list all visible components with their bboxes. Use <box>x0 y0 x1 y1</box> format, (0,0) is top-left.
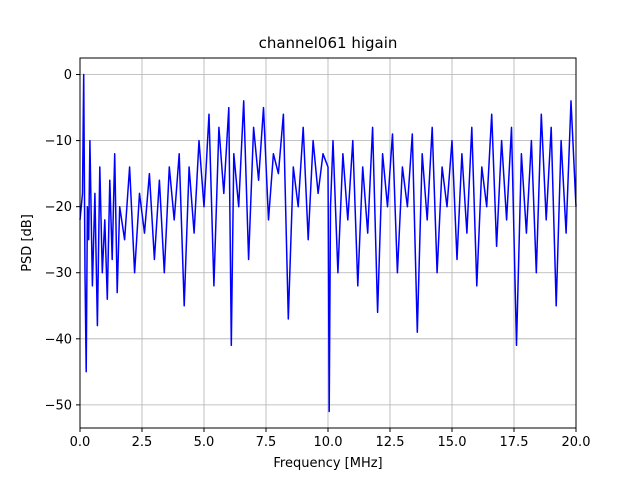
y-tick-label: −50 <box>45 398 72 413</box>
x-tick-label: 20.0 <box>562 435 591 450</box>
y-tick-label: 0 <box>64 68 72 83</box>
y-tick-label: −20 <box>45 200 72 215</box>
y-ticks: 0 −10 −20 −30 −40 −50 <box>45 68 80 413</box>
x-tick-label: 10.0 <box>314 435 343 450</box>
x-tick-label: 7.5 <box>256 435 277 450</box>
y-tick-label: −30 <box>45 266 72 281</box>
x-tick-label: 12.5 <box>376 435 405 450</box>
x-tick-label: 5.0 <box>194 435 215 450</box>
y-axis-label: PSD [dB] <box>20 214 35 272</box>
series-line <box>79 73 577 413</box>
x-ticks: 0.0 2.5 5.0 7.5 10.0 12.5 15.0 17.5 20.0 <box>70 428 591 450</box>
y-tick-label: −10 <box>45 134 72 149</box>
x-tick-label: 17.5 <box>500 435 529 450</box>
chart-title: channel061 higain <box>259 34 398 52</box>
x-tick-label: 2.5 <box>132 435 153 450</box>
x-tick-label: 15.0 <box>438 435 467 450</box>
x-tick-label: 0.0 <box>70 435 91 450</box>
x-axis-label: Frequency [MHz] <box>273 456 382 471</box>
series-layer <box>79 73 577 413</box>
y-tick-label: −40 <box>45 332 72 347</box>
